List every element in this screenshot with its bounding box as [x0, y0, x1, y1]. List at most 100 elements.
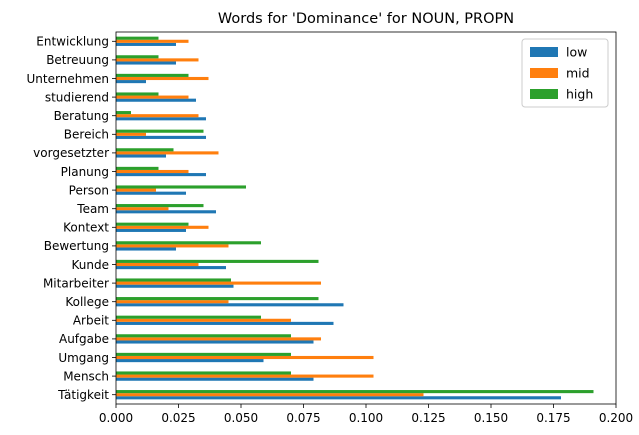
legend-label-mid: mid	[566, 66, 590, 81]
bar-high-6	[116, 278, 231, 282]
bar-high-3	[116, 334, 291, 338]
legend-label-high: high	[566, 87, 593, 102]
bar-high-15	[116, 111, 131, 115]
bar-mid-5	[116, 300, 229, 304]
bar-high-5	[116, 297, 319, 301]
bar-mid-2	[116, 355, 374, 360]
bar-high-19	[116, 36, 159, 40]
bar-mid-16	[116, 95, 189, 99]
y-tick-label: Aufgabe	[59, 332, 109, 346]
y-tick-label: Bewertung	[44, 239, 109, 253]
x-tick-label: 0.025	[161, 411, 195, 425]
legend: low mid high	[521, 38, 609, 108]
legend-label-low: low	[566, 45, 587, 60]
bar-mid-8	[116, 244, 229, 248]
y-tick-label: Kontext	[63, 221, 109, 235]
bar-mid-10	[116, 207, 169, 211]
x-tick-label: 0.075	[286, 411, 320, 425]
bar-high-12	[116, 166, 159, 170]
bar-low-13	[116, 154, 166, 158]
bar-mid-1	[116, 374, 374, 378]
bar-mid-4	[116, 318, 291, 322]
bar-low-0	[116, 396, 561, 400]
x-tick-label: 0.200	[599, 411, 633, 425]
bar-mid-7	[116, 262, 199, 267]
y-tick-label: Unternehmen	[27, 72, 109, 86]
bar-mid-13	[116, 151, 219, 155]
bar-low-15	[116, 117, 206, 121]
bar-mid-15	[116, 114, 199, 118]
bar-low-4	[116, 321, 334, 325]
bars-group	[116, 36, 594, 400]
y-tick-label: Team	[76, 202, 109, 216]
bar-high-8	[116, 241, 261, 245]
bar-mid-11	[116, 188, 156, 192]
bar-low-10	[116, 210, 216, 214]
y-tick-label: Umgang	[58, 351, 109, 365]
bar-low-18	[116, 61, 176, 65]
bar-low-8	[116, 247, 176, 251]
x-tick-label: 0.125	[411, 411, 445, 425]
bar-low-12	[116, 173, 206, 177]
x-tick-label: 0.100	[349, 411, 383, 425]
bar-low-7	[116, 266, 226, 270]
bar-high-14	[116, 129, 204, 133]
bar-mid-3	[116, 337, 321, 341]
bar-mid-6	[116, 281, 321, 285]
y-tick-label: Arbeit	[73, 314, 109, 328]
bar-high-10	[116, 204, 204, 208]
bar-mid-12	[116, 169, 189, 174]
bar-low-5	[116, 303, 344, 307]
bar-high-18	[116, 55, 159, 59]
legend-swatch-low	[530, 47, 558, 57]
bar-mid-17	[116, 76, 209, 81]
bar-mid-0	[116, 393, 424, 397]
bar-low-1	[116, 377, 314, 381]
bar-low-14	[116, 135, 206, 139]
x-axis: 0.000 0.025 0.050 0.075 0.100 0.125 0.150 0.175…	[99, 404, 633, 425]
bar-high-7	[116, 259, 319, 263]
bar-high-17	[116, 73, 189, 77]
bar-mid-14	[116, 132, 146, 136]
x-tick-label: 0.175	[536, 411, 570, 425]
bar-high-11	[116, 185, 246, 189]
x-tick-label: 0.150	[474, 411, 508, 425]
bar-high-16	[116, 92, 159, 96]
bar-high-4	[116, 315, 261, 319]
bar-high-1	[116, 371, 291, 375]
y-tick-label: Bereich	[64, 128, 109, 142]
bar-high-2	[116, 352, 291, 356]
bar-mid-19	[116, 39, 189, 43]
bar-high-9	[116, 222, 189, 226]
bar-low-19	[116, 42, 176, 46]
y-tick-label: Planung	[61, 165, 109, 179]
bar-low-17	[116, 80, 146, 84]
bar-mid-18	[116, 58, 199, 62]
bar-high-0	[116, 390, 594, 394]
legend-swatch-high	[530, 89, 558, 99]
y-tick-label: studierend	[45, 90, 109, 104]
y-axis: Tätigkeit Mensch Umgang Aufgabe Arbeit Kolleg…	[27, 35, 116, 402]
bar-low-11	[116, 191, 186, 195]
bar-low-9	[116, 228, 186, 232]
y-tick-label: Kollege	[65, 295, 109, 309]
y-tick-label: Mitarbeiter	[43, 276, 109, 290]
y-tick-label: Mensch	[63, 369, 109, 383]
x-tick-label: 0.050	[224, 411, 258, 425]
bar-low-3	[116, 340, 314, 344]
chart-title: Words for 'Dominance' for NOUN, PROPN	[218, 11, 514, 27]
y-tick-label: Beratung	[54, 109, 109, 123]
bar-low-16	[116, 98, 196, 102]
y-tick-label: vorgesetzter	[33, 146, 109, 160]
y-tick-label: Person	[69, 183, 109, 197]
x-tick-label: 0.000	[99, 411, 133, 425]
y-tick-label: Entwicklung	[36, 35, 109, 49]
y-tick-label: Tätigkeit	[57, 388, 109, 402]
bar-high-13	[116, 148, 174, 152]
y-tick-label: Kunde	[72, 258, 109, 272]
bar-low-6	[116, 284, 234, 288]
bar-mid-9	[116, 225, 209, 229]
bar-low-2	[116, 359, 264, 363]
y-tick-label: Betreuung	[46, 53, 109, 67]
